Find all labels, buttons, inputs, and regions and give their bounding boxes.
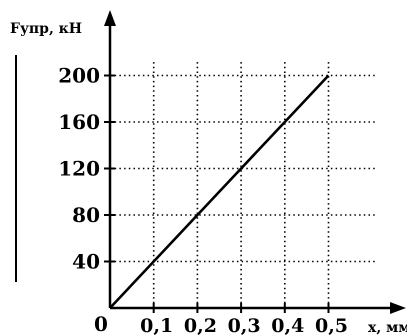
ticks: 40 80 120 160 200 0,1 0,2 0,3 0,4 0,5 — [58, 64, 348, 336]
axes — [104, 10, 406, 314]
y-axis-arrow — [104, 10, 116, 26]
series — [109, 74, 330, 309]
x-tick-label-5: 0,5 — [315, 315, 348, 336]
y-tick-label-1: 40 — [72, 250, 100, 274]
labels: Fупр, кН x, мм 0 — [10, 21, 407, 336]
x-axis-label: x, мм — [368, 320, 407, 336]
y-tick-label-3: 120 — [58, 157, 100, 181]
x-tick-label-4: 0,4 — [271, 315, 304, 336]
origin-label: 0 — [94, 312, 108, 336]
y-axis-label: Fупр, кН — [10, 21, 82, 37]
x-axis-arrow — [390, 302, 406, 314]
x-tick-label-2: 0,2 — [184, 315, 217, 336]
series-line-1 — [109, 74, 330, 309]
x-tick-label-1: 0,1 — [140, 315, 173, 336]
grid — [110, 62, 375, 308]
x-tick-label-3: 0,3 — [228, 315, 261, 336]
y-tick-label-4: 160 — [58, 110, 100, 134]
y-tick-label-2: 80 — [72, 203, 100, 227]
y-tick-label-5: 200 — [58, 64, 100, 88]
